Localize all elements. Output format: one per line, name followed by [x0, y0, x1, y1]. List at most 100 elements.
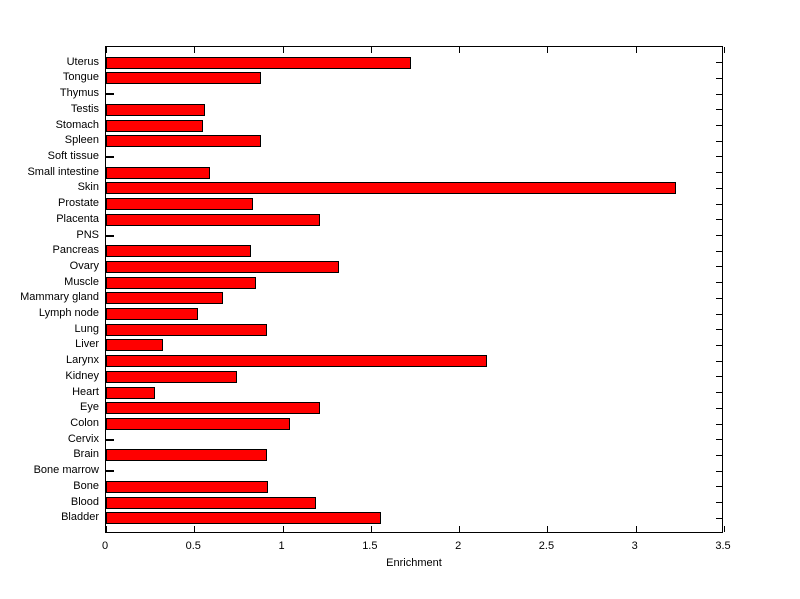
bar [106, 449, 267, 462]
x-tick-mark-top [194, 47, 195, 53]
bar [106, 308, 198, 321]
y-axis-category-label: Mammary gland [20, 291, 99, 304]
x-tick-label: 1.5 [362, 540, 378, 552]
y-tick-mark [716, 297, 722, 299]
x-tick-mark-top [636, 47, 637, 53]
y-tick-mark [716, 250, 722, 252]
y-axis-category-label: Spleen [64, 134, 99, 147]
x-axis-title: Enrichment [386, 557, 442, 569]
y-axis-category-label: Tongue [62, 71, 99, 84]
y-axis-category-label: Heart [72, 385, 99, 398]
y-axis-category-label: Skin [77, 181, 99, 194]
x-tick-mark [283, 526, 284, 532]
bar [106, 339, 163, 352]
x-tick-mark-top [371, 47, 372, 53]
bar [106, 386, 155, 399]
y-axis-category-label: Stomach [55, 118, 99, 131]
y-axis-category-label: Brain [73, 448, 99, 461]
y-tick-mark [716, 360, 722, 362]
y-axis-category-label: PNS [76, 228, 99, 241]
x-tick-mark [636, 526, 637, 532]
y-axis-category-label: Uterus [66, 55, 99, 68]
x-tick-mark [547, 526, 548, 532]
y-axis-category-label: Lung [74, 322, 99, 335]
y-axis-category-label: Blood [70, 495, 99, 508]
bar [106, 103, 205, 116]
x-tick-mark [194, 526, 195, 532]
zero-value-dash [106, 155, 114, 158]
bar [106, 213, 320, 226]
y-tick-mark [716, 470, 722, 472]
zero-value-dash [106, 93, 114, 96]
x-tick-label: 1 [278, 540, 285, 552]
y-tick-mark [716, 376, 722, 378]
x-tick-label: 0 [101, 540, 109, 552]
bar [106, 402, 320, 415]
zero-value-dash [106, 438, 114, 441]
bar [106, 418, 290, 431]
y-tick-mark [716, 517, 722, 519]
y-tick-mark [716, 282, 722, 284]
y-tick-mark [716, 266, 722, 268]
bar [106, 512, 381, 525]
y-axis-category-label: Liver [75, 338, 99, 351]
y-axis-category-label: Pancreas [52, 244, 99, 257]
zero-value-dash [106, 470, 114, 473]
bar [106, 260, 339, 273]
y-tick-mark [716, 172, 722, 174]
y-axis-category-label: Soft tissue [47, 149, 99, 162]
x-tick-label: 2 [455, 540, 462, 552]
y-tick-mark [716, 125, 722, 127]
y-axis-category-label: Small intestine [27, 165, 99, 178]
y-axis-category-label: Placenta [56, 212, 99, 225]
y-tick-mark [716, 407, 722, 409]
y-axis-category-label: Ovary [69, 259, 99, 272]
bar [106, 166, 210, 179]
y-tick-mark [716, 93, 722, 95]
y-axis-category-label: Larynx [65, 354, 99, 367]
x-tick-label: 0.5 [185, 540, 201, 552]
y-tick-mark [716, 454, 722, 456]
y-tick-mark [716, 219, 722, 221]
y-tick-mark [716, 313, 722, 315]
bar [106, 480, 268, 493]
x-tick-mark [724, 526, 725, 532]
y-tick-mark [716, 439, 722, 441]
y-tick-mark [716, 187, 722, 189]
x-tick-mark-top [283, 47, 284, 53]
x-tick-mark-top [459, 47, 460, 53]
bar [106, 323, 267, 336]
bar [106, 355, 487, 368]
x-tick-mark [371, 526, 372, 532]
bar [106, 496, 316, 509]
bar [106, 182, 676, 195]
y-tick-mark [716, 235, 722, 237]
x-tick-mark-top [106, 47, 107, 53]
y-axis-category-label: Bladder [61, 511, 99, 524]
y-axis-category-label: Colon [70, 417, 99, 430]
y-tick-mark [716, 140, 722, 142]
y-tick-mark [716, 392, 722, 394]
bar [106, 245, 251, 258]
x-tick-mark [459, 526, 460, 532]
y-tick-mark [716, 329, 722, 331]
y-axis-category-label: Bone [73, 479, 99, 492]
y-axis-category-label: Prostate [58, 197, 99, 210]
y-axis-category-label: Thymus [59, 87, 99, 100]
x-tick-mark-top [547, 47, 548, 53]
bar [106, 119, 203, 132]
bar [106, 370, 237, 383]
bar [106, 292, 223, 305]
y-tick-mark [716, 109, 722, 111]
y-tick-mark [716, 502, 722, 504]
bar [106, 72, 261, 85]
y-tick-mark [716, 156, 722, 158]
bar [106, 135, 261, 148]
y-axis-category-label: Muscle [64, 275, 99, 288]
y-axis-category-label: Testis [70, 102, 99, 115]
y-axis-category-label: Bone marrow [33, 464, 99, 477]
plot-area [105, 46, 725, 533]
y-axis-category-label: Eye [80, 401, 99, 414]
x-tick-mark-top [724, 47, 725, 53]
